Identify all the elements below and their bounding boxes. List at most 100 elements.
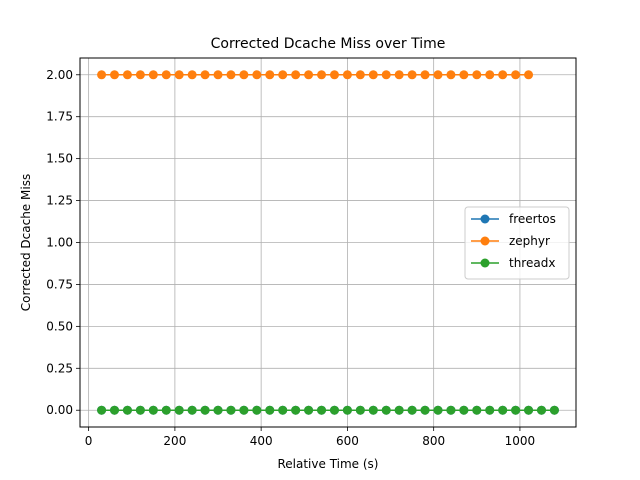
x-tick-label: 1000	[505, 434, 536, 448]
data-point	[433, 70, 443, 80]
data-point	[459, 405, 469, 415]
data-point	[265, 70, 275, 80]
y-tick-label: 0.25	[46, 361, 73, 375]
legend-item-freertos: freertos	[471, 212, 556, 226]
data-point	[174, 70, 184, 80]
legend-box	[464, 206, 570, 280]
data-point	[394, 70, 404, 80]
data-point	[329, 70, 339, 80]
x-tick-label: 800	[422, 434, 445, 448]
data-point	[135, 405, 145, 415]
data-point	[239, 405, 249, 415]
data-point	[110, 405, 120, 415]
data-point	[187, 405, 197, 415]
y-tick-label: 1.00	[46, 236, 73, 250]
legend: freertos zephyr threadx	[464, 206, 570, 280]
data-point	[342, 70, 352, 80]
data-point	[368, 405, 378, 415]
data-point	[524, 405, 534, 415]
data-point	[511, 70, 521, 80]
data-point	[472, 70, 482, 80]
y-tick-label: 2.00	[46, 68, 73, 82]
x-axis-title: Relative Time (s)	[277, 457, 378, 471]
y-tick-label: 1.50	[46, 152, 73, 166]
y-tick-label: 1.75	[46, 110, 73, 124]
data-point	[148, 70, 158, 80]
data-point	[407, 70, 417, 80]
data-point	[407, 405, 417, 415]
data-point	[239, 70, 249, 80]
y-tick-label: 1.25	[46, 194, 73, 208]
data-point	[97, 70, 107, 80]
data-point	[200, 405, 210, 415]
legend-item-zephyr: zephyr	[471, 234, 550, 248]
y-tick-label: 0.75	[46, 277, 73, 291]
data-point	[498, 405, 508, 415]
legend-marker	[480, 236, 490, 246]
data-point	[265, 405, 275, 415]
data-point	[485, 405, 495, 415]
x-tick-label: 600	[336, 434, 359, 448]
data-point	[161, 70, 171, 80]
data-point	[200, 70, 210, 80]
data-point	[446, 70, 456, 80]
data-point	[278, 405, 288, 415]
data-point	[291, 70, 301, 80]
axis-ticks: 0 200 400 600 800 1000 0.00 0.25 0.50 0.75 1.00 1.2…	[46, 68, 535, 448]
data-point	[252, 405, 262, 415]
data-point	[381, 70, 391, 80]
y-tick-label: 0.00	[46, 403, 73, 417]
data-point	[97, 405, 107, 415]
data-point	[420, 70, 430, 80]
data-point	[110, 70, 120, 80]
chart-title: Corrected Dcache Miss over Time	[211, 36, 446, 52]
data-point	[213, 70, 223, 80]
data-point	[174, 405, 184, 415]
data-point	[304, 70, 314, 80]
data-point	[355, 70, 365, 80]
data-point	[394, 405, 404, 415]
data-point	[355, 405, 365, 415]
legend-item-threadx: threadx	[471, 256, 555, 270]
data-point	[511, 405, 521, 415]
data-point	[226, 405, 236, 415]
data-point	[381, 405, 391, 415]
legend-marker	[480, 214, 490, 224]
data-point	[187, 70, 197, 80]
series-layer	[97, 70, 559, 415]
series-zephyr	[97, 70, 534, 80]
legend-marker	[480, 258, 490, 268]
data-point	[317, 405, 327, 415]
x-tick-label: 200	[163, 434, 186, 448]
data-point	[278, 70, 288, 80]
data-point	[252, 70, 262, 80]
data-point	[135, 70, 145, 80]
data-point	[342, 405, 352, 415]
data-point	[549, 405, 559, 415]
y-tick-label: 0.50	[46, 319, 73, 333]
legend-label: freertos	[509, 212, 556, 226]
legend-label: threadx	[509, 256, 555, 270]
data-point	[148, 405, 158, 415]
data-point	[161, 405, 171, 415]
legend-label: zephyr	[509, 234, 550, 248]
data-point	[536, 405, 546, 415]
data-point	[122, 70, 132, 80]
data-point	[213, 405, 223, 415]
data-point	[304, 405, 314, 415]
x-tick-label: 400	[250, 434, 273, 448]
data-point	[485, 70, 495, 80]
data-point	[472, 405, 482, 415]
series-threadx	[97, 405, 559, 415]
data-point	[226, 70, 236, 80]
x-tick-label: 0	[85, 434, 93, 448]
data-point	[459, 70, 469, 80]
data-point	[317, 70, 327, 80]
data-point	[291, 405, 301, 415]
data-point	[329, 405, 339, 415]
data-point	[420, 405, 430, 415]
data-point	[122, 405, 132, 415]
data-point	[498, 70, 508, 80]
